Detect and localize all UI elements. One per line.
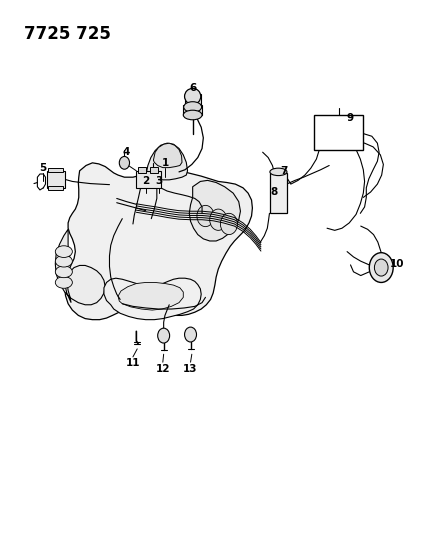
Bar xyxy=(184,94,201,106)
Circle shape xyxy=(220,213,238,235)
Text: 7: 7 xyxy=(281,166,288,176)
Circle shape xyxy=(210,209,227,230)
Circle shape xyxy=(184,327,196,342)
Text: 10: 10 xyxy=(390,259,405,269)
Ellipse shape xyxy=(55,266,72,278)
Polygon shape xyxy=(65,163,253,320)
Bar xyxy=(150,166,158,173)
Text: 12: 12 xyxy=(155,364,170,374)
Ellipse shape xyxy=(184,88,201,104)
Bar xyxy=(314,115,363,150)
Text: 6: 6 xyxy=(189,83,196,93)
Bar xyxy=(139,166,146,173)
Ellipse shape xyxy=(55,246,72,257)
Circle shape xyxy=(374,259,388,276)
Bar xyxy=(48,167,63,172)
Text: 13: 13 xyxy=(183,364,198,374)
Polygon shape xyxy=(55,229,105,305)
Text: 7725 725: 7725 725 xyxy=(24,25,111,43)
Text: 4: 4 xyxy=(123,147,130,157)
Text: 9: 9 xyxy=(347,112,354,123)
Ellipse shape xyxy=(184,102,202,112)
Bar xyxy=(270,173,286,213)
Circle shape xyxy=(119,157,130,169)
Ellipse shape xyxy=(270,168,287,175)
Text: 3: 3 xyxy=(155,176,162,187)
Ellipse shape xyxy=(183,110,202,120)
Ellipse shape xyxy=(55,255,72,267)
Bar xyxy=(137,171,161,188)
Ellipse shape xyxy=(55,277,72,288)
Text: 5: 5 xyxy=(39,163,46,173)
Polygon shape xyxy=(153,143,182,167)
Polygon shape xyxy=(146,143,187,180)
Polygon shape xyxy=(189,180,241,241)
Polygon shape xyxy=(118,282,183,310)
Circle shape xyxy=(158,328,169,343)
Text: 2: 2 xyxy=(142,176,149,187)
Bar xyxy=(47,171,65,188)
Text: 11: 11 xyxy=(126,358,140,368)
Circle shape xyxy=(197,205,214,227)
Circle shape xyxy=(369,253,393,282)
Text: 8: 8 xyxy=(270,187,277,197)
Text: 1: 1 xyxy=(161,158,169,168)
Polygon shape xyxy=(104,278,201,320)
Bar xyxy=(48,185,63,190)
Bar xyxy=(183,106,202,115)
